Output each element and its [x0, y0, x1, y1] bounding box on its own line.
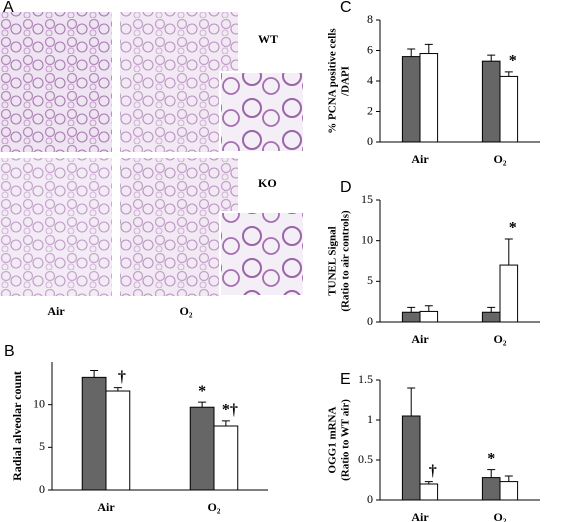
error-bar [424, 481, 433, 484]
y-tick-label: 0 [367, 492, 373, 506]
panel-label: C [340, 0, 352, 16]
y-tick-label: 1.5 [358, 372, 373, 386]
error-bar [504, 238, 513, 266]
y-axis-label: (Ratio to WT air) [340, 399, 352, 481]
y-tick-label: 15 [361, 192, 373, 206]
bar [105, 390, 131, 491]
y-axis-label: OGG1 mRNA [327, 406, 339, 473]
error-bar [90, 370, 99, 378]
error-bar [504, 475, 513, 482]
bar [499, 264, 519, 323]
x-tick-label: O₂ [208, 500, 221, 514]
row-label: KO [258, 176, 277, 190]
y-tick-label: 8 [367, 12, 373, 26]
error-bar [113, 387, 122, 392]
error-bar [487, 469, 496, 478]
error-bar [487, 54, 496, 62]
x-tick-label: O₂ [494, 510, 507, 522]
y-tick-label: 5 [367, 273, 373, 287]
column-label: Air [47, 304, 65, 318]
significance-mark: * [487, 450, 495, 467]
bar [401, 415, 421, 501]
error-bar [504, 71, 513, 77]
bar [499, 75, 519, 143]
y-tick-label: 0 [367, 314, 373, 328]
error-bar [407, 48, 416, 57]
y-axis-label: /DAPI [340, 66, 352, 97]
micrograph-inset [219, 211, 305, 297]
y-tick-label: 2 [367, 103, 373, 117]
error-bar [487, 306, 496, 313]
bar [481, 60, 501, 143]
micrograph-inset [219, 71, 305, 153]
panel-label: B [4, 343, 15, 360]
error-bar [407, 387, 416, 416]
micrograph [120, 158, 238, 296]
bar [419, 310, 439, 323]
x-tick-label: O₂ [494, 152, 507, 166]
significance-mark: *† [222, 402, 238, 419]
micrograph [0, 12, 112, 152]
micrograph [120, 12, 238, 152]
significance-mark: * [509, 53, 517, 70]
error-bar [221, 420, 230, 426]
bar [419, 483, 439, 501]
bar [481, 477, 501, 501]
significance-mark: † [118, 368, 126, 385]
error-bar [424, 305, 433, 312]
y-tick-label: 6 [367, 42, 373, 56]
bar [189, 406, 215, 491]
x-tick-label: Air [411, 332, 429, 346]
bar [401, 311, 421, 323]
error-bar [407, 306, 416, 313]
y-tick-label: 10 [33, 396, 45, 410]
error-bar [424, 43, 433, 54]
x-tick-label: O₂ [494, 332, 507, 346]
y-tick-label: 1 [367, 412, 373, 426]
significance-mark: * [198, 383, 206, 400]
panel-label: E [340, 371, 351, 388]
bar [213, 425, 239, 491]
significance-mark: † [429, 462, 437, 479]
micrographs [0, 12, 305, 297]
significance-mark: * [509, 220, 517, 237]
row-label: WT [258, 32, 278, 46]
panel-label: D [340, 179, 352, 196]
y-tick-label: 0 [367, 134, 373, 148]
bar [481, 311, 501, 323]
column-label: O₂ [180, 304, 193, 318]
y-tick-label: 5 [39, 439, 45, 453]
y-tick-label: 4 [367, 73, 373, 87]
y-axis-label: Radial alveolar count [10, 371, 24, 481]
y-tick-label: 10 [361, 232, 373, 246]
bar [401, 56, 421, 143]
x-tick-label: Air [411, 152, 429, 166]
x-tick-label: Air [411, 510, 429, 522]
bar [499, 481, 519, 501]
y-axis-label: TUNEL Signal [327, 226, 339, 295]
bar [419, 53, 439, 143]
error-bar [198, 401, 207, 408]
y-tick-label: 0.5 [358, 452, 373, 466]
x-tick-label: Air [97, 500, 115, 514]
y-tick-label: 0 [39, 482, 45, 496]
y-axis-label: % PCNA positive cells [327, 28, 339, 134]
bar [81, 376, 107, 491]
y-axis-label: (Ratio to air controls) [340, 210, 352, 312]
panel-label: A [3, 0, 14, 16]
micrograph [0, 158, 112, 296]
